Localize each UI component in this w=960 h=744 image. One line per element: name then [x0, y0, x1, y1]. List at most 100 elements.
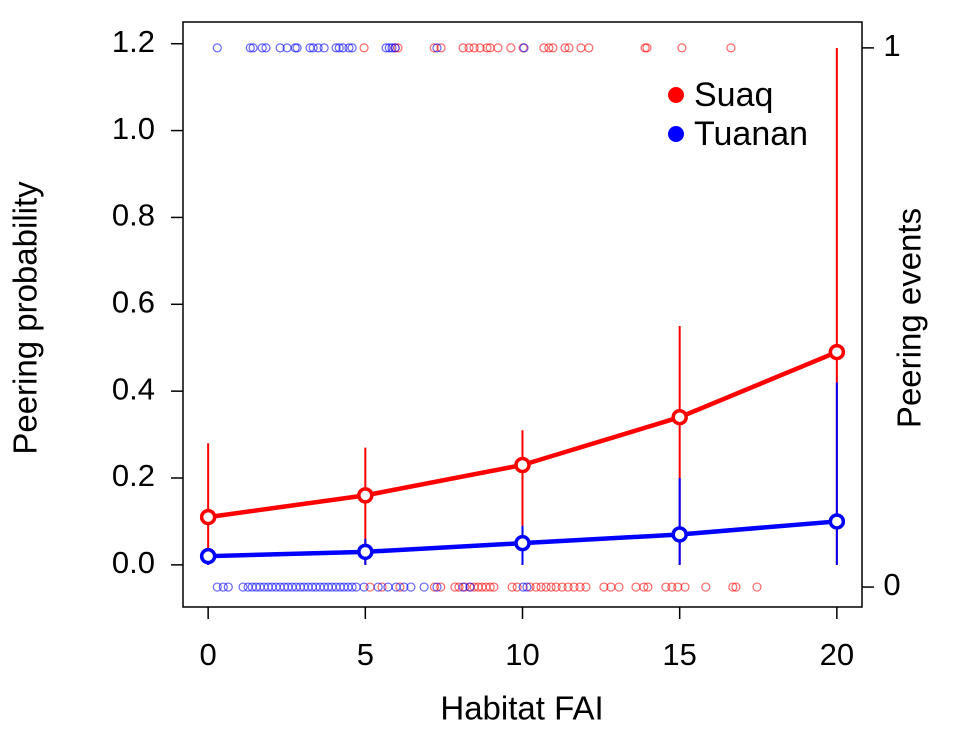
event-point [261, 43, 271, 53]
event-point [536, 582, 546, 592]
event-point [522, 582, 532, 592]
event-point [560, 43, 570, 53]
event-point [319, 43, 329, 53]
y-tick-label: 1.2 [112, 24, 155, 59]
event-point [489, 582, 499, 592]
event-point [292, 43, 302, 53]
event-point [373, 582, 383, 592]
y-tick-label: 0.4 [112, 371, 155, 406]
event-point [313, 43, 323, 53]
event-point [726, 43, 736, 53]
x-tick-label: 5 [357, 637, 374, 672]
event-point [661, 582, 671, 592]
event-point [643, 582, 653, 592]
event-point [519, 43, 529, 53]
event-point [393, 43, 403, 53]
event-point [677, 43, 687, 53]
event-point [544, 43, 554, 53]
event-point [701, 582, 711, 592]
legend-label: Suaq [694, 76, 773, 114]
point [828, 513, 846, 530]
event-point [539, 43, 549, 53]
event-point [331, 43, 341, 53]
event-point [290, 43, 300, 53]
event-point [406, 582, 416, 592]
event-point [432, 43, 442, 53]
point [828, 343, 846, 361]
point [671, 526, 688, 543]
event-point [485, 582, 495, 592]
event-point [631, 582, 641, 592]
event-point [338, 43, 348, 53]
event-point [482, 43, 492, 53]
event-point [531, 582, 541, 592]
event-point [512, 582, 522, 592]
y2-axis-label: Peering events [891, 208, 928, 428]
event-point [432, 582, 442, 592]
event-point [419, 582, 429, 592]
event-point [506, 43, 516, 53]
point [671, 408, 688, 426]
event-point [752, 582, 762, 592]
event-point [390, 43, 400, 53]
event-point [493, 43, 503, 53]
event-point [642, 43, 652, 53]
event-point [381, 43, 391, 53]
event-point [359, 43, 369, 53]
y-tick-label: 1.0 [112, 111, 155, 146]
event-point [212, 43, 222, 53]
event-point [614, 582, 624, 592]
event-point [377, 582, 387, 592]
event-point [575, 582, 585, 592]
event-point [212, 582, 222, 592]
event-point [436, 43, 446, 53]
point [199, 508, 217, 526]
event-point [275, 43, 285, 53]
event-point [546, 582, 556, 592]
legend-marker [668, 126, 684, 142]
event-point [680, 582, 690, 592]
event-point [557, 582, 567, 592]
event-point [465, 582, 475, 592]
event-point [308, 43, 318, 53]
event-point [464, 43, 474, 53]
event-point [640, 43, 650, 53]
event-point [673, 582, 683, 592]
event-point [387, 43, 397, 53]
event-point [347, 43, 357, 53]
event-point [569, 582, 579, 592]
event-point [563, 582, 573, 592]
event-point [731, 582, 741, 592]
event-point [518, 582, 528, 592]
event-point [454, 582, 464, 592]
point [514, 534, 531, 552]
event-point [399, 582, 409, 592]
event-point [248, 43, 258, 53]
point [357, 543, 374, 561]
y-tick-label: 0.2 [112, 458, 155, 493]
event-point [458, 43, 468, 53]
event-point [429, 582, 440, 592]
event-point [525, 582, 535, 592]
event-point [347, 582, 357, 592]
event-point [436, 582, 446, 592]
event-point [245, 43, 255, 53]
event-point [599, 582, 609, 592]
event-point [218, 582, 228, 592]
event-point [359, 582, 369, 592]
event-point [395, 582, 405, 592]
event-point [458, 582, 468, 592]
y-tick-label: 0.0 [112, 545, 155, 580]
event-point [429, 43, 439, 53]
x-axis-label: Habitat FAI [440, 690, 603, 727]
y-tick-label: 0.6 [112, 284, 155, 319]
y2-tick-label: 1 [883, 28, 900, 63]
event-point [728, 582, 738, 592]
event-point [238, 582, 248, 592]
event-point [384, 43, 394, 53]
event-point [223, 582, 233, 592]
event-point [334, 43, 344, 53]
event-point [507, 582, 517, 592]
event-point [576, 43, 586, 53]
